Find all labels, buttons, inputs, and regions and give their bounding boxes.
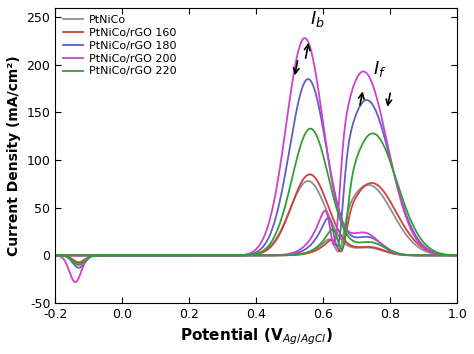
PtNiCo bbox=[53, 253, 58, 257]
PtNiCo/rGO 200 bbox=[77, 253, 82, 257]
PtNiCo bbox=[117, 253, 122, 257]
PtNiCo/rGO 160 bbox=[272, 253, 278, 257]
PtNiCo/rGO 180 bbox=[397, 252, 403, 256]
PtNiCo/rGO 160 bbox=[307, 172, 312, 177]
PtNiCo/rGO 160 bbox=[53, 253, 58, 257]
PtNiCo/rGO 220 bbox=[272, 253, 278, 257]
PtNiCo/rGO 160 bbox=[397, 252, 403, 257]
PtNiCo bbox=[435, 253, 440, 257]
PtNiCo/rGO 220 bbox=[117, 253, 122, 257]
PtNiCo/rGO 220 bbox=[308, 126, 313, 131]
Line: PtNiCo/rGO 160: PtNiCo/rGO 160 bbox=[55, 175, 457, 263]
PtNiCo/rGO 220 bbox=[77, 253, 82, 257]
PtNiCo/rGO 160 bbox=[435, 253, 440, 257]
Y-axis label: Current Density (mA/cm²): Current Density (mA/cm²) bbox=[7, 55, 21, 256]
PtNiCo/rGO 200 bbox=[435, 253, 440, 257]
PtNiCo/rGO 220 bbox=[397, 252, 403, 256]
PtNiCo/rGO 180 bbox=[272, 253, 278, 257]
PtNiCo/rGO 200 bbox=[391, 250, 396, 255]
PtNiCo/rGO 200 bbox=[272, 253, 278, 257]
Text: $I_b$: $I_b$ bbox=[310, 8, 325, 29]
Line: PtNiCo/rGO 220: PtNiCo/rGO 220 bbox=[55, 129, 457, 265]
PtNiCo/rGO 200 bbox=[117, 253, 122, 257]
PtNiCo/rGO 180 bbox=[305, 77, 311, 81]
PtNiCo/rGO 160 bbox=[76, 261, 82, 265]
X-axis label: Potential (V$_{Ag/AgCl}$): Potential (V$_{Ag/AgCl}$) bbox=[180, 326, 332, 347]
PtNiCo bbox=[305, 179, 311, 183]
PtNiCo bbox=[53, 253, 58, 257]
PtNiCo/rGO 200 bbox=[53, 253, 58, 257]
PtNiCo/rGO 200 bbox=[53, 253, 58, 258]
PtNiCo bbox=[397, 253, 403, 257]
PtNiCo/rGO 160 bbox=[77, 253, 82, 257]
PtNiCo/rGO 160 bbox=[391, 251, 396, 255]
PtNiCo bbox=[272, 253, 278, 257]
PtNiCo/rGO 180 bbox=[76, 266, 82, 270]
PtNiCo/rGO 200 bbox=[397, 252, 403, 256]
PtNiCo bbox=[391, 252, 396, 256]
PtNiCo/rGO 180 bbox=[53, 253, 58, 257]
PtNiCo/rGO 160 bbox=[117, 253, 122, 257]
PtNiCo/rGO 200 bbox=[73, 280, 78, 284]
Text: $I_f$: $I_f$ bbox=[374, 59, 387, 79]
PtNiCo bbox=[77, 253, 82, 257]
PtNiCo/rGO 180 bbox=[53, 253, 58, 257]
PtNiCo/rGO 160 bbox=[53, 253, 58, 257]
PtNiCo/rGO 220 bbox=[76, 263, 82, 267]
PtNiCo bbox=[76, 260, 82, 264]
PtNiCo/rGO 220 bbox=[391, 250, 396, 254]
PtNiCo/rGO 180 bbox=[117, 253, 122, 257]
PtNiCo/rGO 220 bbox=[53, 253, 58, 257]
PtNiCo/rGO 180 bbox=[435, 253, 440, 257]
PtNiCo/rGO 200 bbox=[302, 36, 308, 40]
Line: PtNiCo/rGO 180: PtNiCo/rGO 180 bbox=[55, 79, 457, 268]
Legend: PtNiCo, PtNiCo/rGO 160, PtNiCo/rGO 180, PtNiCo/rGO 200, PtNiCo/rGO 220: PtNiCo, PtNiCo/rGO 160, PtNiCo/rGO 180, … bbox=[61, 13, 178, 79]
Line: PtNiCo/rGO 200: PtNiCo/rGO 200 bbox=[55, 38, 457, 282]
Line: PtNiCo: PtNiCo bbox=[55, 181, 457, 262]
PtNiCo/rGO 220 bbox=[53, 253, 58, 257]
PtNiCo/rGO 180 bbox=[77, 253, 82, 257]
PtNiCo/rGO 180 bbox=[391, 250, 396, 254]
PtNiCo/rGO 220 bbox=[435, 253, 440, 257]
